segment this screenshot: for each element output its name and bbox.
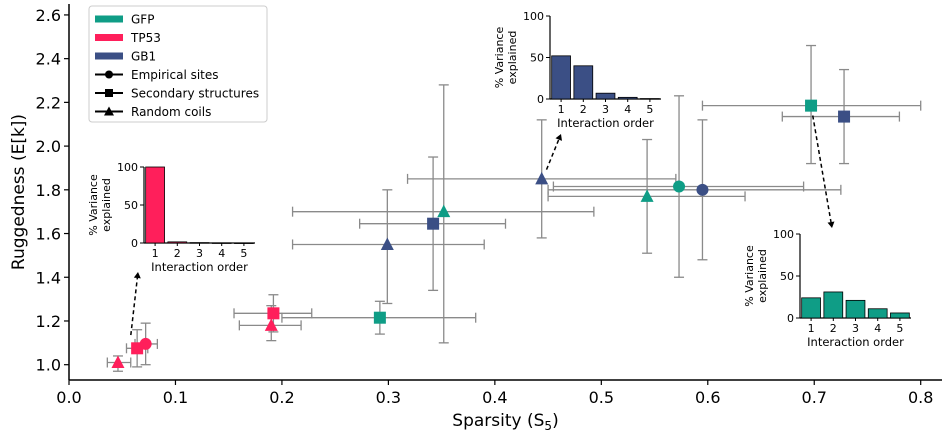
data-point-gfp-circle [673, 180, 686, 193]
inset-x-tick-label: 3 [196, 247, 203, 260]
legend-label: GB1 [131, 50, 156, 64]
data-point-tp53-square [131, 342, 144, 355]
inset-x-axis-label: Interaction order [151, 260, 248, 274]
inset-bar [167, 241, 188, 244]
inset-x-tick-label: 2 [580, 103, 587, 116]
data-point-gb1-triangle [535, 171, 549, 185]
inset-bar [867, 308, 888, 319]
inset-x-tick-label: 5 [646, 103, 653, 116]
y-tick-label: 1.6 [36, 225, 61, 244]
inset-x-tick-label: 4 [218, 247, 225, 260]
inset-y-axis-label: explained [756, 249, 769, 303]
y-tick-label: 2.2 [36, 93, 61, 112]
y-tick-label: 2.6 [36, 6, 61, 25]
inset-y-tick-label: 100 [523, 10, 544, 23]
inset-x-tick-label: 2 [830, 322, 837, 335]
data-point-gb1-square [427, 217, 440, 230]
x-tick-label: 0.5 [589, 388, 614, 407]
inset-x-tick-label: 1 [558, 103, 565, 116]
x-tick-label: 0.1 [163, 388, 188, 407]
inset-y-axis-label: explained [100, 178, 113, 232]
inset-bar [551, 55, 571, 100]
legend-label: Secondary structures [131, 87, 259, 101]
inset-y-tick-label: 100 [117, 161, 138, 174]
inset-x-tick-label: 5 [240, 247, 247, 260]
legend-label: GFP [131, 13, 154, 27]
legend-label: TP53 [130, 31, 161, 45]
callout-arrow-head [133, 272, 141, 279]
callout-arrow-head [555, 134, 562, 141]
callout-arrow-head [827, 221, 835, 228]
legend-triangle-marker [104, 106, 114, 116]
x-tick-label: 0.7 [802, 388, 827, 407]
data-point-tp53-triangle [111, 355, 125, 369]
inset-x-tick-label: 1 [808, 322, 815, 335]
callout-arrow-line [545, 139, 560, 170]
inset-x-tick-label: 2 [174, 247, 181, 260]
y-tick-label: 2.4 [36, 50, 61, 69]
x-tick-label: 0.6 [695, 388, 720, 407]
y-tick-label: 1.0 [36, 356, 61, 375]
inset-y-tick-label: 0 [787, 312, 794, 325]
y-tick-label: 1.8 [36, 181, 61, 200]
x-tick-label: 0.3 [376, 388, 401, 407]
y-tick-label: 1.2 [36, 312, 61, 331]
inset-x-tick-label: 3 [602, 103, 609, 116]
inset-x-tick-label: 1 [152, 247, 159, 260]
inset-y-axis-label: % Variance [493, 27, 506, 89]
inset-x-tick-label: 5 [896, 322, 903, 335]
x-tick-label: 0.2 [269, 388, 294, 407]
data-point-gfp-triangle [640, 189, 654, 202]
data-point-gfp-square [805, 99, 818, 112]
legend-label: Random coils [131, 105, 211, 119]
legend-square-marker [105, 89, 113, 97]
legend-box [88, 5, 268, 123]
callout-arrow-line [811, 115, 832, 223]
data-point-tp53-triangle [264, 318, 278, 331]
data-point-gb1-square [838, 110, 851, 123]
inset-x-axis-label: Interaction order [807, 335, 904, 349]
inset-y-axis-label: explained [506, 31, 519, 85]
x-axis-label: Sparsity (S5) [452, 411, 558, 432]
inset-y-tick-label: 0 [537, 93, 544, 106]
callout-arrow-line [130, 277, 139, 336]
inset-bar [145, 166, 165, 244]
inset-y-tick-label: 0 [131, 237, 138, 250]
inset-y-tick-label: 50 [530, 52, 544, 65]
data-point-gb1-triangle [380, 237, 394, 250]
y-tick-label: 1.4 [36, 268, 61, 287]
inset-y-axis-label: % Variance [87, 174, 100, 236]
inset-y-axis-label: % Variance [743, 245, 756, 307]
inset-bar [823, 291, 844, 319]
legend-label: Empirical sites [131, 68, 219, 82]
x-tick-label: 0.4 [482, 388, 507, 407]
inset-bar [801, 297, 821, 319]
inset-bar [845, 299, 866, 319]
y-tick-label: 2.0 [36, 137, 61, 156]
inset-y-tick-label: 100 [773, 228, 794, 241]
data-point-tp53-square [267, 307, 280, 320]
inset-y-tick-label: 50 [780, 270, 794, 283]
inset-x-tick-label: 3 [852, 322, 859, 335]
inset-bar [573, 65, 594, 100]
data-point-gb1-circle [696, 183, 709, 196]
legend-circle-marker [105, 70, 113, 79]
inset-x-tick-label: 4 [624, 103, 631, 116]
inset-x-tick-label: 4 [874, 322, 881, 335]
inset-x-axis-label: Interaction order [557, 116, 654, 130]
x-tick-label: 0.8 [908, 388, 933, 407]
inset-bar [617, 96, 638, 100]
inset-bar [890, 312, 910, 319]
data-point-gfp-triangle [437, 204, 451, 218]
x-tick-label: 0.0 [56, 388, 81, 407]
inset-y-tick-label: 50 [124, 199, 138, 212]
data-point-gfp-square [373, 311, 386, 324]
inset-bar [595, 92, 616, 100]
y-axis-label: Ruggedness (E[k]) [9, 114, 29, 270]
